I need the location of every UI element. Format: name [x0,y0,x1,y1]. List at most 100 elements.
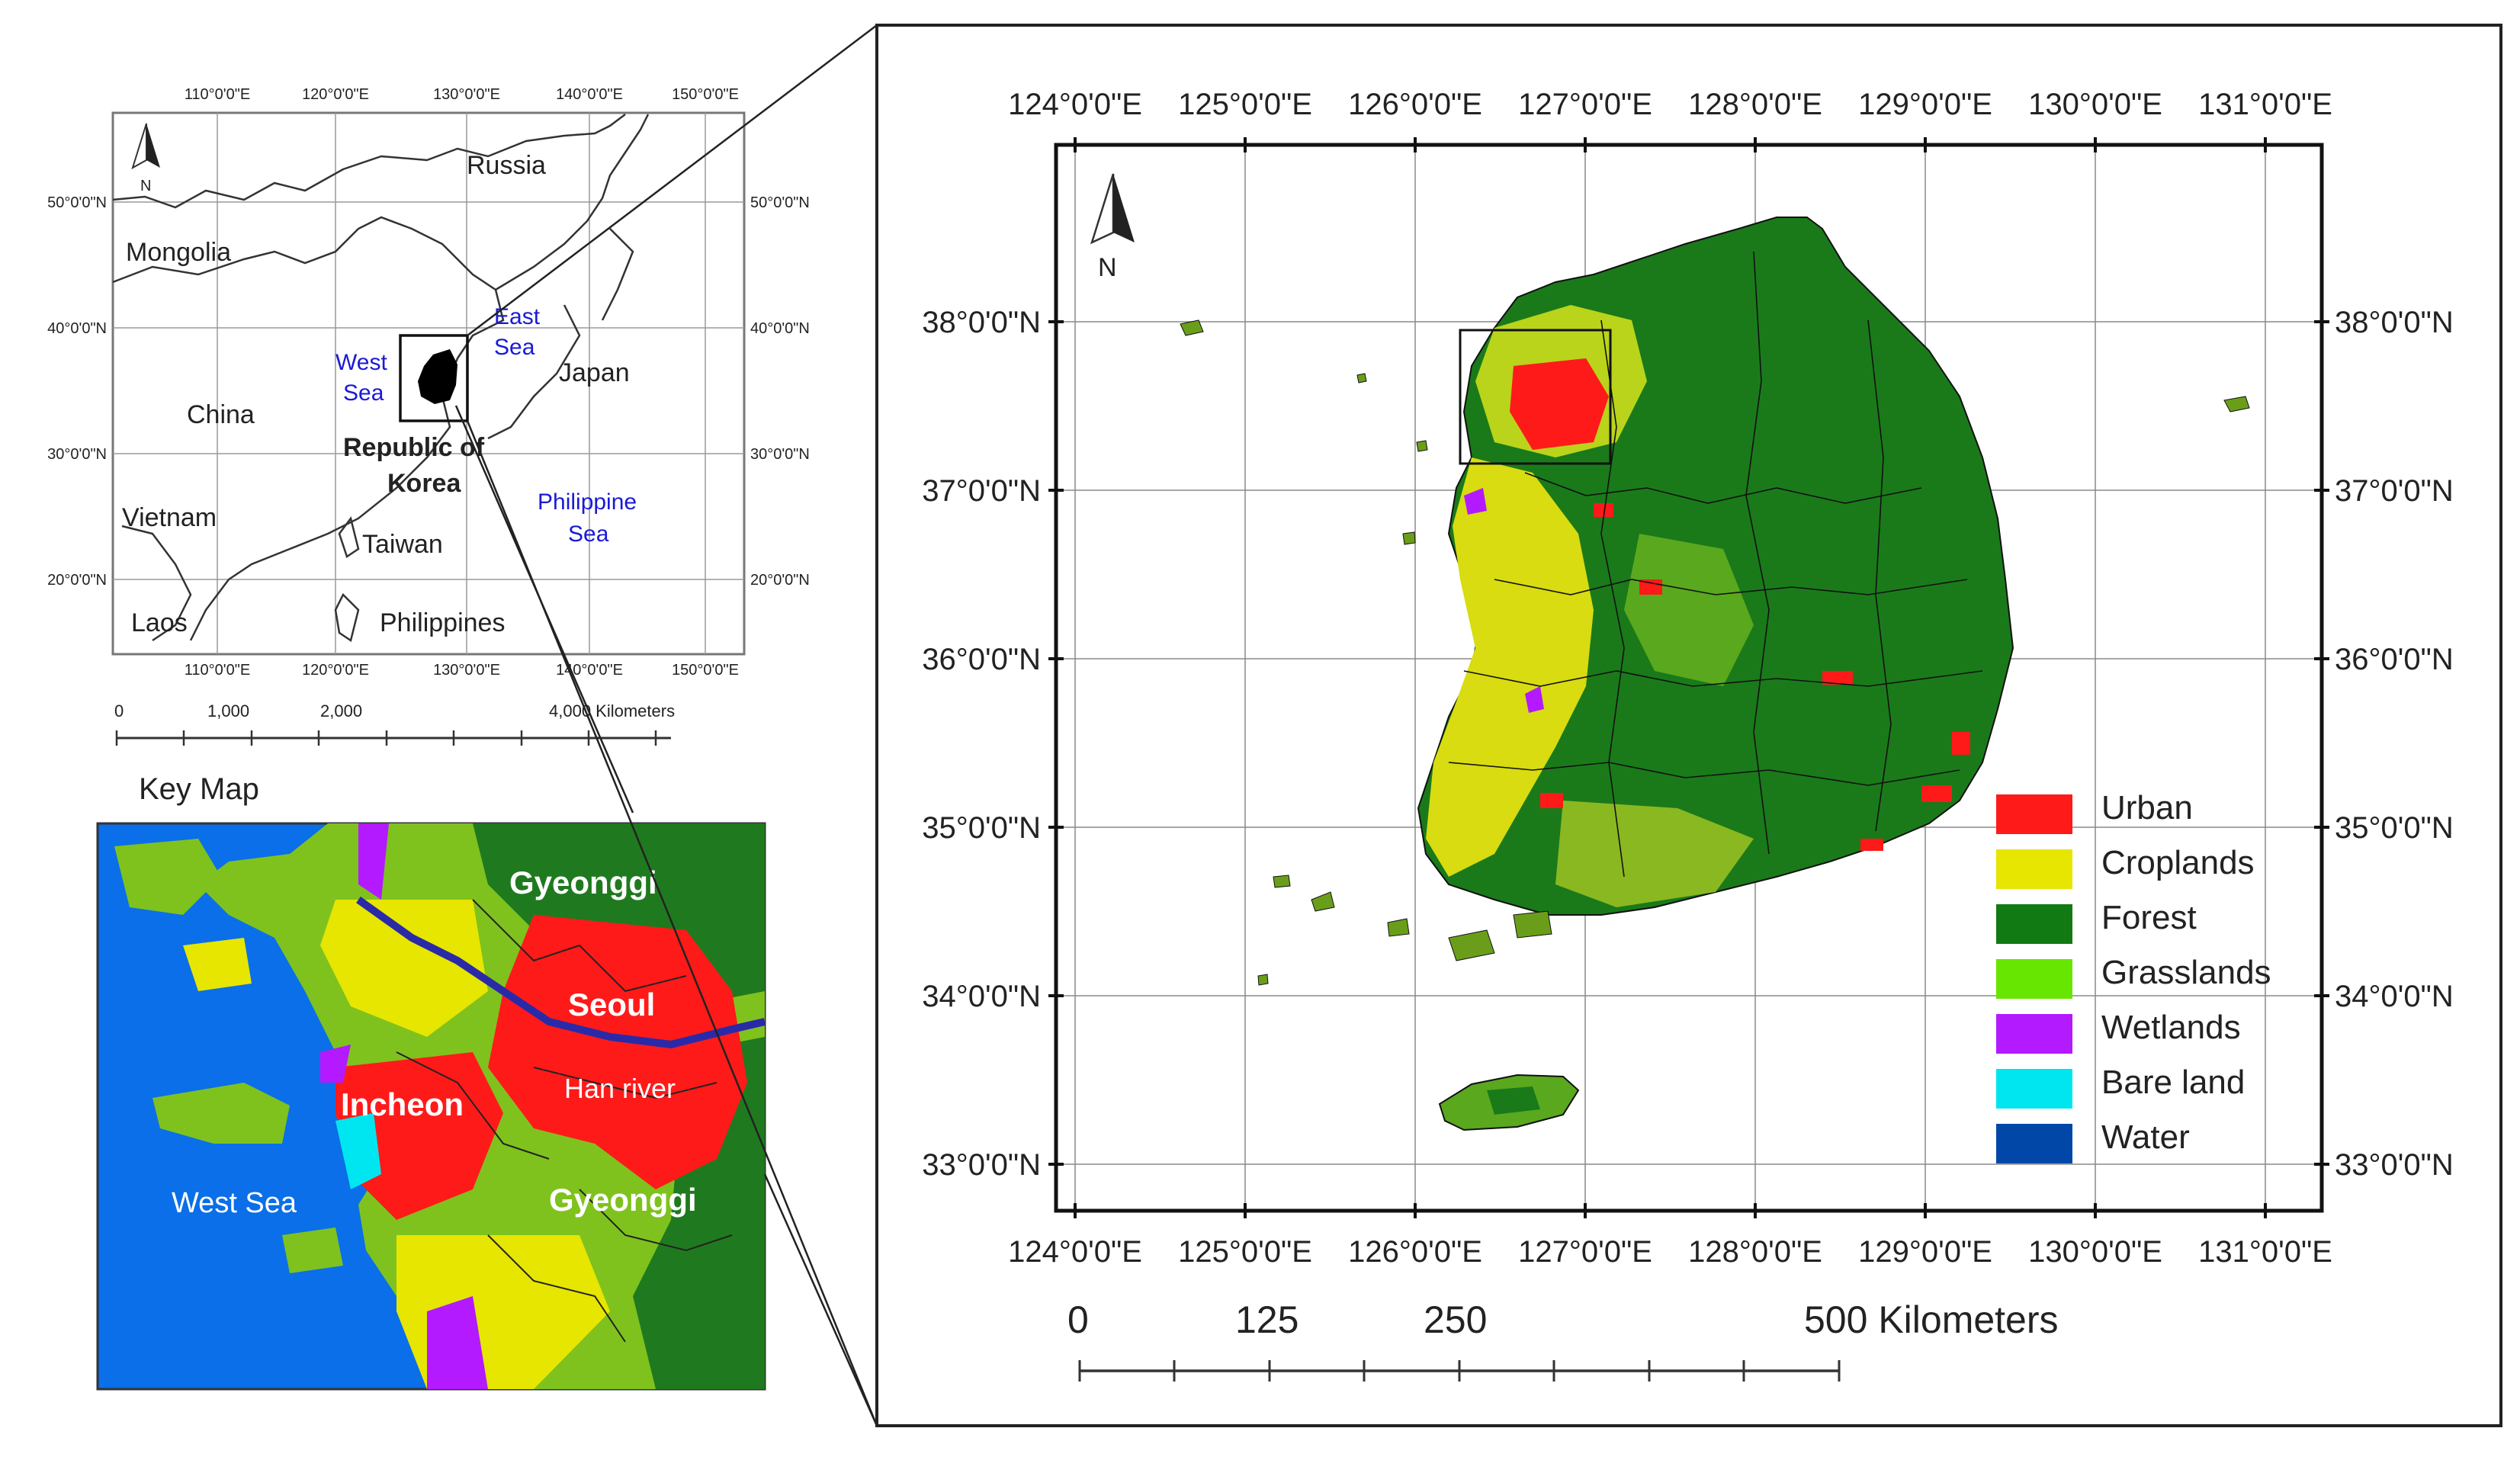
overview-scale-label: 1,000 [207,701,249,720]
jeju-center [1487,1086,1540,1115]
label-laos: Laos [131,608,188,637]
main-scale-label: 125 [1235,1298,1299,1341]
main-legend: Urban Croplands Forest Grasslands Wetlan… [1996,789,2271,1163]
study-area-box [1459,329,1612,465]
overview-right-lat-labels: 50°0'0"N 40°0'0"N 30°0'0"N 20°0'0"N [750,194,810,589]
main-lon-top: 129°0'0"E [1858,88,1992,121]
overview-lat-left: 40°0'0"N [47,320,107,337]
key-map-boundaries [396,899,733,1343]
overview-top-lon-labels: 110°0'0"E 120°0'0"E 130°0'0"E 140°0'0"E … [185,86,739,103]
main-lat-left: 37°0'0"N [922,474,1041,508]
main-lat-right: 38°0'0"N [2335,306,2454,339]
overview-sea-labels: East Sea West Sea Philippine Sea [335,304,637,547]
main-lat-left: 35°0'0"N [922,811,1041,845]
main-scale-label: 250 [1424,1298,1487,1341]
main-lon-bottom: 130°0'0"E [2028,1235,2162,1269]
legend-label-wetlands: Wetlands [2101,1009,2241,1046]
overview-korea-box [399,334,469,422]
legend-swatch-forest [1996,904,2072,944]
label-west-sea-key: West Sea [172,1187,297,1219]
overview-lat-left: 30°0'0"N [47,446,107,463]
legend-swatch-croplands [1996,849,2072,889]
main-map: N Urban Croplands Forest Grasslands Wetl… [922,88,2454,1382]
overview-left-lat-labels: 50°0'0"N 40°0'0"N 30°0'0"N 20°0'0"N [47,194,107,589]
overview-scale-bar: 0 1,000 2,000 4,000 Kilometers [114,701,675,746]
main-lon-bottom: 131°0'0"E [2198,1235,2332,1269]
overview-korea-shape [418,349,457,404]
main-lon-top: 124°0'0"E [1008,88,1142,121]
overview-lon-bottom: 120°0'0"E [302,662,369,679]
legend-swatch-urban [1996,794,2072,834]
korea-islands [1180,319,2250,986]
overview-lat-right: 20°0'0"N [750,572,810,589]
overview-lon-top: 110°0'0"E [185,86,250,103]
key-map-wetland-north [358,823,389,900]
main-lon-bottom: 127°0'0"E [1518,1235,1652,1269]
main-lon-top: 131°0'0"E [2198,88,2332,121]
label-russia: Russia [467,151,546,180]
label-vietnam: Vietnam [122,503,217,532]
main-lon-bottom: 126°0'0"E [1348,1235,1482,1269]
label-seoul: Seoul [568,987,655,1022]
key-map-urban-seoul [488,915,747,1189]
overview-place-labels: Russia Mongolia China Japan Vietnam Taiw… [122,151,630,637]
korea-croplands-west [1426,457,1594,877]
legend-swatch-grasslands [1996,959,2072,999]
overview-lon-top: 150°0'0"E [672,86,739,103]
korea-grass-mid [1624,534,1754,686]
key-map-wetland-mid [320,1045,351,1083]
legend-swatch-wetlands [1996,1014,2072,1054]
label-rok-line1: Republic of [343,433,485,462]
key-map-island-small3 [282,1228,343,1273]
main-lon-top: 130°0'0"E [2028,88,2162,121]
label-east-sea-2: Sea [494,335,535,360]
label-mongolia: Mongolia [126,238,231,267]
key-map-island-small1 [114,839,221,915]
key-map-han-river [356,896,766,1049]
main-lat-left: 34°0'0"N [922,980,1041,1013]
overview-scale-label: 4,000 Kilometers [549,701,675,720]
label-taiwan: Taiwan [362,530,443,559]
label-rok-line2: Korea [387,469,461,498]
main-lat-right: 36°0'0"N [2335,643,2454,676]
main-lon-bottom: 129°0'0"E [1858,1235,1992,1269]
overview-lat-left: 50°0'0"N [47,194,107,211]
label-phil-sea-2: Sea [568,522,609,547]
key-map-island-large [152,1083,290,1144]
legend-swatch-water [1996,1124,2072,1163]
overview-scale-label: 0 [114,701,124,720]
main-lon-bottom: 125°0'0"E [1178,1235,1312,1269]
legend-label-water: Water [2101,1118,2190,1156]
overview-coastlines [112,114,650,643]
legend-label-forest: Forest [2101,899,2197,936]
label-philippines: Philippines [380,608,505,637]
main-top-lon-labels: 124°0'0"E 125°0'0"E 126°0'0"E 127°0'0"E … [1008,88,2332,121]
overview-scale-label: 2,000 [320,701,362,720]
key-map-island-small2 [183,938,252,991]
label-east-sea-1: East [494,304,541,329]
label-japan: Japan [559,358,630,387]
overview-lon-top: 130°0'0"E [433,86,500,103]
connector-lines [454,24,878,1427]
legend-label-grasslands: Grasslands [2101,954,2271,991]
key-map-labels: Gyeonggi Seoul Incheon Gyeonggi [341,865,697,1218]
legend-label-croplands: Croplands [2101,844,2255,881]
overview-lat-left: 20°0'0"N [47,572,107,589]
overview-north-arrow: N [131,123,160,194]
label-gyeonggi-top: Gyeonggi [509,865,657,900]
key-map: Gyeonggi Seoul Incheon Gyeonggi Han rive… [96,822,766,1391]
main-lon-top: 128°0'0"E [1688,88,1822,121]
overview-lon-bottom: 130°0'0"E [433,662,500,679]
korea-grass-south [1555,801,1754,907]
label-west-sea-1: West [335,350,387,375]
main-lat-left: 33°0'0"N [922,1148,1041,1182]
korea-urban-patches [1510,358,1970,851]
key-map-title: Key Map [139,772,259,806]
main-lon-top: 125°0'0"E [1178,88,1312,121]
overview-lat-right: 40°0'0"N [750,320,810,337]
main-bottom-lon-labels: 124°0'0"E 125°0'0"E 126°0'0"E 127°0'0"E … [1008,1235,2332,1269]
main-scale-label: 500 Kilometers [1804,1298,2059,1341]
overview-lat-right: 50°0'0"N [750,194,810,211]
label-incheon: Incheon [341,1086,464,1122]
label-phil-sea-1: Philippine [538,489,637,515]
